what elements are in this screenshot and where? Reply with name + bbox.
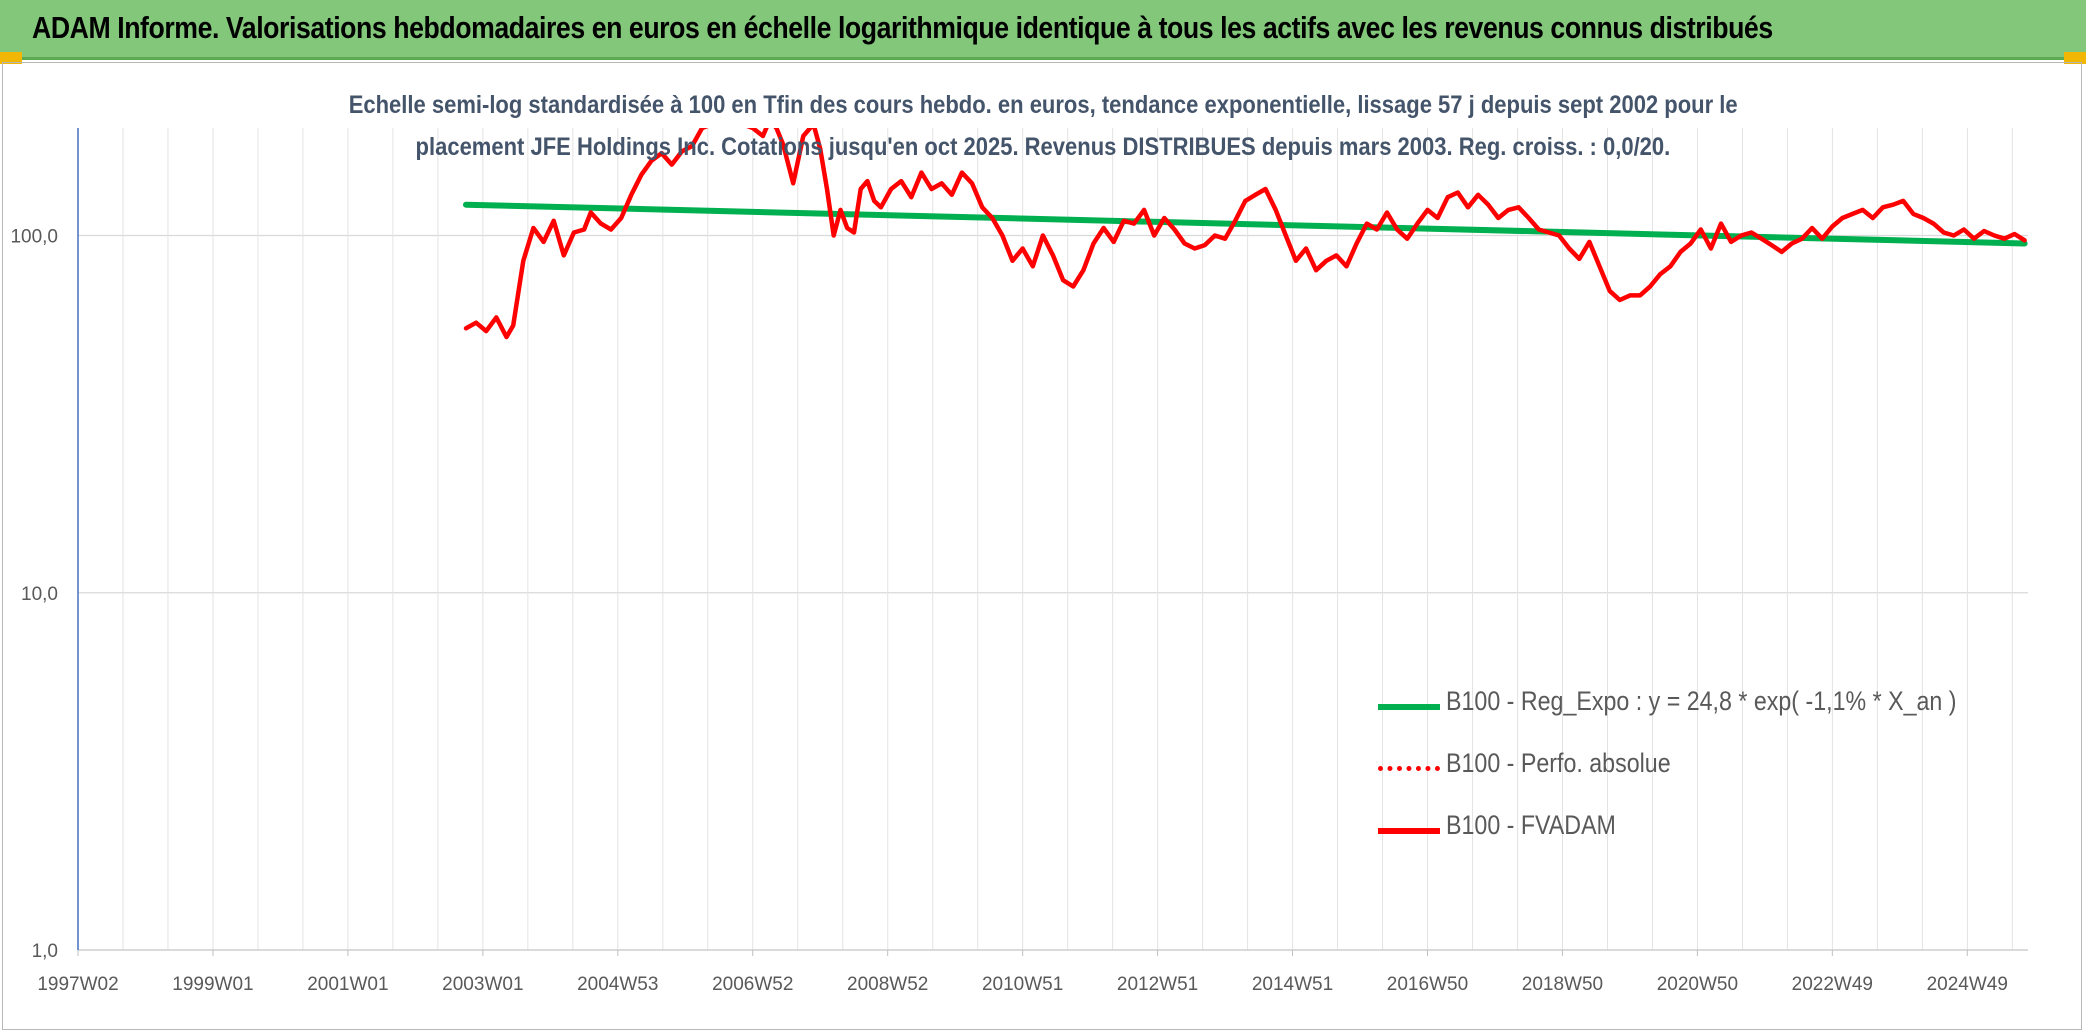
legend-swatch-regression xyxy=(1378,704,1440,710)
x-tick-label: 2024W49 xyxy=(1927,974,2008,995)
chart-title-line-2: placement JFE Holdings Inc. Cotations ju… xyxy=(0,133,2086,162)
header-banner: ADAM Informe. Valorisations hebdomadaire… xyxy=(0,0,2086,60)
legend-label-perfo: B100 - Perfo. absolue xyxy=(1446,748,1671,778)
series-fvadam-line xyxy=(463,128,2027,340)
y-tick-label: 100,0 xyxy=(10,227,58,248)
chart-title-line-2-text: placement JFE Holdings Inc. Cotations ju… xyxy=(415,133,1671,161)
legend-label-fvadam: B100 - FVADAM xyxy=(1446,810,1616,840)
x-tick-label: 2001W01 xyxy=(307,974,388,995)
x-tick-label: 2022W49 xyxy=(1792,974,1873,995)
x-tick-label: 2012W51 xyxy=(1117,974,1198,995)
chart-frame xyxy=(2,62,2082,1030)
legend-label-regression: B100 - Reg_Expo : y = 24,8 * exp( -1,1% … xyxy=(1446,686,1957,716)
x-tick-label: 2020W50 xyxy=(1657,974,1738,995)
x-tick-label: 2003W01 xyxy=(442,974,523,995)
x-tick-label: 2006W52 xyxy=(712,974,793,995)
chart-title-line-1: Echelle semi-log standardisée à 100 en T… xyxy=(0,91,2086,120)
legend-swatch-fvadam xyxy=(1378,828,1440,834)
report-title: ADAM Informe. Valorisations hebdomadaire… xyxy=(32,10,1773,45)
x-tick-label: 1999W01 xyxy=(172,974,253,995)
x-tick-label: 2018W50 xyxy=(1522,974,1603,995)
x-tick-label: 2004W53 xyxy=(577,974,658,995)
y-tick-label: 10,0 xyxy=(21,584,58,605)
y-axis-ticks: 1,0 10,0 100,0 xyxy=(10,227,58,962)
x-tick-label: 2016W50 xyxy=(1387,974,1468,995)
x-tick-label: 2010W51 xyxy=(982,974,1063,995)
corner-marker-left xyxy=(0,52,22,64)
x-tick-label: 1997W02 xyxy=(37,974,118,995)
x-axis-ticks: 1997W02 1999W01 2001W01 2003W01 2004W53 2006W… xyxy=(37,950,2008,995)
x-tick-label: 2014W51 xyxy=(1252,974,1333,995)
chart-series xyxy=(463,128,2028,340)
corner-marker-right xyxy=(2064,52,2086,64)
legend-swatch-perfo xyxy=(1378,766,1440,771)
chart-title-line-1-text: Echelle semi-log standardisée à 100 en T… xyxy=(348,91,1738,119)
series-regression-line xyxy=(463,201,2028,247)
y-tick-label: 1,0 xyxy=(32,941,58,962)
x-tick-label: 2008W52 xyxy=(847,974,928,995)
